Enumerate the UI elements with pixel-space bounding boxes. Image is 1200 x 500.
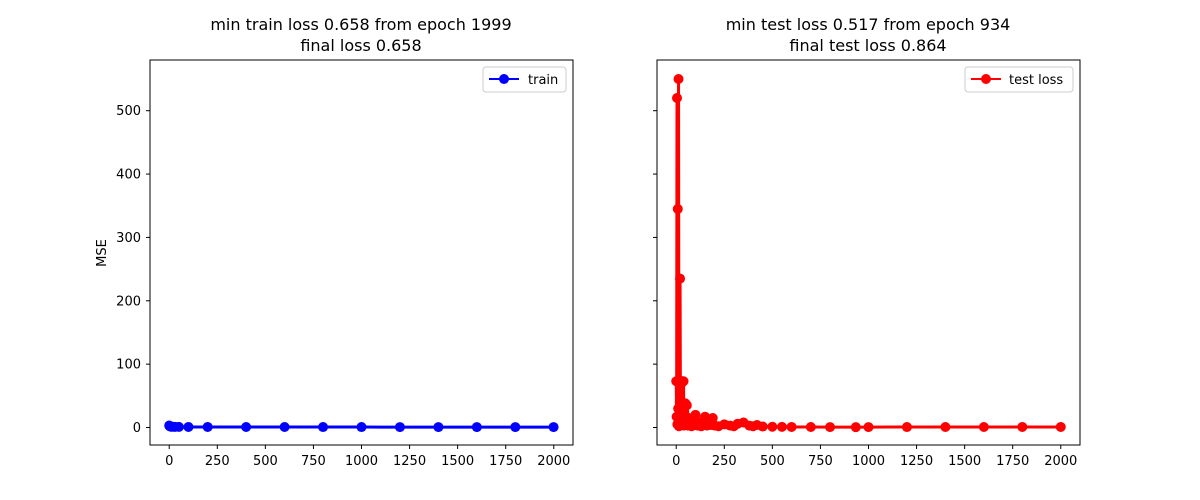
x-tick-label: 1000 (345, 454, 378, 469)
x-tick-label: 1750 (489, 454, 522, 469)
data-point (901, 422, 912, 433)
chart-title-line1: min train loss 0.658 from epoch 1999 (210, 15, 511, 34)
axes-frame (149, 59, 574, 446)
series-group (671, 74, 1066, 433)
data-point (356, 422, 367, 433)
plot-area: 0 250 500 750 1000 1250 1500 1750 2000 (653, 74, 1077, 469)
data-point (825, 422, 836, 433)
data-point (786, 421, 797, 432)
legend: train (482, 66, 567, 93)
x-tick-label: 2000 (537, 454, 570, 469)
series-line (674, 77, 1061, 429)
data-point (279, 422, 290, 433)
y-tick-label: 100 (116, 358, 141, 373)
data-point (757, 421, 768, 432)
x-tick-label: 1000 (852, 454, 885, 469)
x-tick-label: 1750 (996, 454, 1029, 469)
data-point (672, 93, 682, 104)
train-loss-panel: min train loss 0.658 from epoch 1999 fin… (95, 15, 574, 469)
data-point (863, 422, 874, 433)
test-loss-panel: min test loss 0.517 from epoch 934 final… (653, 15, 1081, 469)
chart-title-line1: min test loss 0.517 from epoch 934 (726, 15, 1011, 34)
data-point (548, 422, 559, 433)
y-tick-label: 200 (116, 294, 141, 309)
x-tick-label: 250 (712, 454, 737, 469)
legend: test loss (964, 66, 1074, 93)
x-tick-label: 1250 (900, 454, 933, 469)
x-tick-label: 1500 (441, 454, 474, 469)
data-point (202, 421, 213, 432)
data-point (672, 203, 683, 214)
y-tick-label: 500 (116, 104, 141, 119)
data-point (183, 421, 194, 432)
legend-marker (499, 74, 509, 84)
x-tick-label: 500 (760, 454, 785, 469)
data-point (433, 422, 444, 433)
x-tick-label: 1250 (393, 454, 426, 469)
series-group (164, 420, 559, 433)
legend-label: test loss (1009, 73, 1063, 88)
data-point (678, 376, 689, 387)
data-point (690, 409, 701, 420)
data-point (681, 400, 692, 411)
y-tick-label: 0 (133, 421, 141, 436)
x-tick-label: 500 (253, 454, 278, 469)
x-tick-label: 2000 (1044, 454, 1077, 469)
x-tick-label: 0 (165, 454, 173, 469)
x-tick-label: 0 (672, 454, 680, 469)
data-point (767, 421, 778, 432)
data-point (850, 422, 861, 433)
legend-box (482, 66, 567, 93)
legend-marker (981, 74, 991, 84)
x-tick-label: 250 (205, 454, 230, 469)
y-axis-label: MSE (95, 239, 110, 267)
chart-title-line2: final test loss 0.864 (789, 36, 946, 55)
data-point (1055, 421, 1066, 432)
data-point (707, 413, 718, 424)
data-point (471, 422, 482, 433)
data-point (510, 422, 521, 433)
x-tick-label: 1500 (948, 454, 981, 469)
data-point (675, 273, 686, 284)
data-point (805, 422, 816, 432)
data-point (318, 422, 329, 433)
x-tick-label: 750 (808, 454, 833, 469)
data-point (673, 74, 684, 85)
plot-area: 0 250 500 750 1000 1250 1500 1750 2000 0 100 200 300… (116, 104, 570, 469)
legend-label: train (528, 73, 558, 88)
x-tick-label: 750 (301, 454, 326, 469)
data-point (394, 422, 405, 433)
y-tick-label: 300 (116, 231, 141, 246)
y-tick-label: 400 (116, 168, 141, 183)
data-point (173, 421, 184, 432)
chart-title-line2: final loss 0.658 (300, 36, 421, 55)
data-point (776, 421, 787, 432)
data-point (1017, 421, 1028, 432)
data-point (241, 422, 252, 432)
axes-frame (656, 59, 1081, 446)
legend-box (964, 66, 1074, 93)
data-point (978, 421, 989, 432)
data-point (940, 422, 951, 432)
